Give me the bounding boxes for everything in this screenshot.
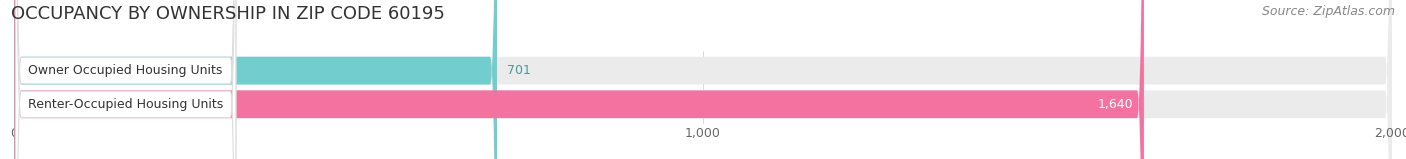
Text: 701: 701 bbox=[508, 64, 531, 77]
Text: Owner Occupied Housing Units: Owner Occupied Housing Units bbox=[28, 64, 224, 77]
Text: 1,640: 1,640 bbox=[1098, 98, 1133, 111]
FancyBboxPatch shape bbox=[14, 0, 496, 159]
FancyBboxPatch shape bbox=[15, 0, 236, 159]
FancyBboxPatch shape bbox=[15, 0, 236, 159]
FancyBboxPatch shape bbox=[14, 0, 1392, 159]
Text: Source: ZipAtlas.com: Source: ZipAtlas.com bbox=[1261, 5, 1395, 18]
Text: OCCUPANCY BY OWNERSHIP IN ZIP CODE 60195: OCCUPANCY BY OWNERSHIP IN ZIP CODE 60195 bbox=[11, 5, 446, 23]
FancyBboxPatch shape bbox=[14, 0, 1144, 159]
FancyBboxPatch shape bbox=[14, 0, 1392, 159]
Text: Renter-Occupied Housing Units: Renter-Occupied Housing Units bbox=[28, 98, 224, 111]
